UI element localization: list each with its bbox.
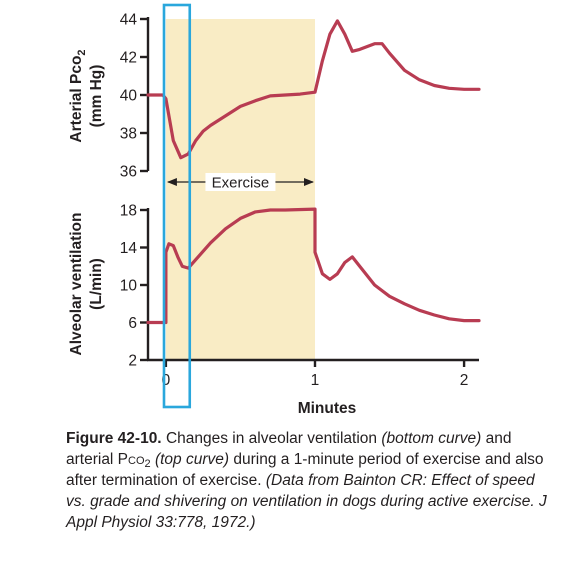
- figure-number: Figure 42-10.: [66, 430, 162, 447]
- caption-pco-subscript: 2: [144, 458, 151, 470]
- bottom-y-tick-label: 10: [120, 278, 138, 295]
- bottom-y-axis-label: Alveolar ventilation: [68, 213, 85, 356]
- x-axis-label: Minutes: [298, 400, 357, 417]
- caption-bottom-curve: (bottom curve): [381, 430, 482, 447]
- x-tick-label: 1: [311, 372, 320, 389]
- top-y-axis-label-line1: Arterial Pco: [68, 56, 85, 143]
- top-y-tick-label: 42: [120, 50, 137, 67]
- figure-caption: Figure 42-10. Changes in alveolar ventil…: [66, 428, 554, 533]
- top-y-axis-label: Arterial Pco2: [68, 49, 88, 142]
- caption-citation: (Data from Bainton CR: Effect of speed v…: [66, 472, 547, 531]
- exercise-label-background: [205, 173, 276, 191]
- bottom-y-axis-label-units: (L/min): [88, 258, 105, 310]
- x-axis: 0 1 2: [147, 358, 479, 389]
- x-tick-label: 2: [460, 372, 469, 389]
- x-tick-label: 0: [162, 372, 171, 389]
- bottom-y-tick-label: 18: [120, 203, 137, 220]
- bottom-y-tick-label: 2: [128, 353, 137, 370]
- caption-text-3: during a 1-minute period of exercise and…: [66, 451, 544, 489]
- top-y-tick-label: 44: [120, 12, 138, 29]
- bottom-panel-y-axis: 2 6 10 14 18: [120, 203, 150, 370]
- caption-pco-smallcaps: co: [128, 451, 145, 468]
- caption-top-curve: (top curve): [154, 451, 230, 468]
- bottom-y-tick-label: 14: [120, 240, 138, 257]
- arterial-pco2-curve: [146, 19, 481, 160]
- exercise-label: Exercise: [212, 175, 270, 192]
- top-y-tick-label: 40: [120, 88, 138, 105]
- top-y-tick-label: 36: [120, 164, 137, 181]
- initial-response-highlight-box: [162, 3, 192, 409]
- alveolar-ventilation-curve: [146, 207, 481, 325]
- exercise-ventilation-figure: 36 38 40 42 44 2 6 10 14 18 0 1 2 Exercise Arteria…: [68, 3, 481, 417]
- bottom-y-tick-label: 6: [128, 315, 137, 332]
- top-panel-y-axis: 36 38 40 42 44: [120, 12, 150, 181]
- caption-text-2: and arterial P: [66, 430, 512, 468]
- caption-text-1: Changes in alveolar ventilation: [165, 430, 382, 447]
- top-y-axis-label-subscript: 2: [76, 49, 88, 55]
- top-y-tick-label: 38: [120, 126, 137, 143]
- top-y-axis-label-units: (mm Hg): [88, 65, 105, 128]
